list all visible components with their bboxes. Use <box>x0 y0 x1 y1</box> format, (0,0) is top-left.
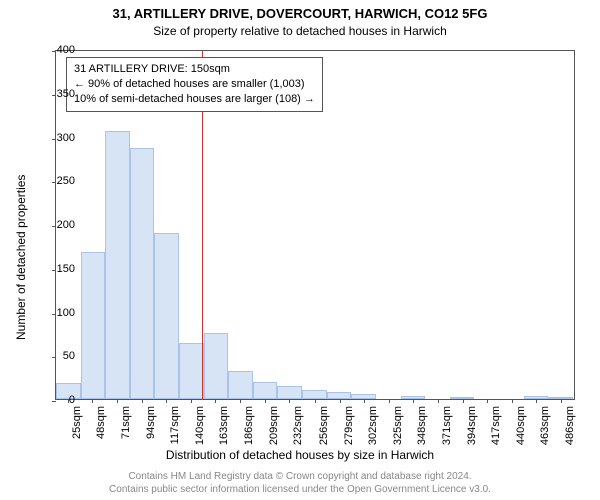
x-tick-label: 140sqm <box>194 406 206 445</box>
y-tick-mark <box>52 95 56 96</box>
x-tick-mark <box>92 399 93 403</box>
y-tick-mark <box>52 139 56 140</box>
x-tick-mark <box>487 399 488 403</box>
x-tick-label: 348sqm <box>416 406 428 445</box>
y-tick-mark <box>52 182 56 183</box>
y-tick-label: 300 <box>57 132 75 144</box>
y-tick-mark <box>52 314 56 315</box>
histogram-bar <box>327 392 352 399</box>
x-tick-label: 371sqm <box>441 406 453 445</box>
annotation-box: 31 ARTILLERY DRIVE: 150sqm← 90% of detac… <box>66 57 323 112</box>
annotation-line: ← 90% of detached houses are smaller (1,… <box>74 77 315 92</box>
footer-line-2: Contains public sector information licen… <box>0 483 600 496</box>
x-tick-label: 94sqm <box>145 406 157 439</box>
x-tick-mark <box>265 399 266 403</box>
x-tick-label: 186sqm <box>243 406 255 445</box>
x-tick-mark <box>117 399 118 403</box>
x-tick-mark <box>561 399 562 403</box>
footer-line-1: Contains HM Land Registry data © Crown c… <box>0 470 600 483</box>
x-tick-label: 440sqm <box>515 406 527 445</box>
histogram-bar <box>401 396 426 399</box>
y-tick-label: 200 <box>57 219 75 231</box>
x-tick-mark <box>413 399 414 403</box>
histogram-bar <box>450 397 475 399</box>
x-tick-label: 302sqm <box>367 406 379 445</box>
x-tick-label: 486sqm <box>564 406 576 445</box>
x-tick-mark <box>240 399 241 403</box>
x-tick-mark <box>438 399 439 403</box>
y-tick-mark <box>52 51 56 52</box>
page-title: 31, ARTILLERY DRIVE, DOVERCOURT, HARWICH… <box>0 6 600 21</box>
x-tick-label: 209sqm <box>268 406 280 445</box>
x-tick-label: 325sqm <box>392 406 404 445</box>
y-tick-label: 50 <box>63 350 75 362</box>
x-tick-mark <box>191 399 192 403</box>
x-tick-mark <box>536 399 537 403</box>
x-tick-mark <box>463 399 464 403</box>
histogram-bar <box>154 233 179 399</box>
x-tick-mark <box>142 399 143 403</box>
footer-credits: Contains HM Land Registry data © Crown c… <box>0 470 600 496</box>
histogram-bar <box>524 396 549 399</box>
histogram-bar <box>105 131 130 399</box>
y-tick-label: 350 <box>57 88 75 100</box>
x-tick-label: 71sqm <box>120 406 132 439</box>
x-tick-label: 232sqm <box>292 406 304 445</box>
y-tick-mark <box>52 401 56 402</box>
x-tick-label: 394sqm <box>466 406 478 445</box>
x-tick-label: 256sqm <box>318 406 330 445</box>
histogram-bar <box>548 397 573 399</box>
x-tick-label: 25sqm <box>71 406 83 439</box>
histogram-bar <box>302 390 327 399</box>
x-tick-label: 417sqm <box>490 406 502 445</box>
y-tick-label: 400 <box>57 44 75 56</box>
x-tick-mark <box>389 399 390 403</box>
y-axis-label: Number of detached properties <box>14 175 28 340</box>
page-subtitle: Size of property relative to detached ho… <box>0 24 600 38</box>
x-tick-label: 279sqm <box>343 406 355 445</box>
x-tick-label: 48sqm <box>95 406 107 439</box>
x-tick-mark <box>166 399 167 403</box>
y-tick-mark <box>52 270 56 271</box>
x-tick-mark <box>512 399 513 403</box>
histogram-bar <box>179 343 204 399</box>
y-tick-label: 250 <box>57 175 75 187</box>
x-tick-label: 163sqm <box>218 406 230 445</box>
y-tick-label: 100 <box>57 307 75 319</box>
histogram-bar <box>81 252 106 399</box>
histogram-bar <box>228 371 253 399</box>
y-tick-label: 150 <box>57 263 75 275</box>
y-tick-mark <box>52 357 56 358</box>
x-tick-mark <box>340 399 341 403</box>
x-tick-label: 117sqm <box>169 406 181 444</box>
annotation-line: 10% of semi-detached houses are larger (… <box>74 92 315 107</box>
annotation-line: 31 ARTILLERY DRIVE: 150sqm <box>74 62 315 77</box>
histogram-bar <box>253 382 278 400</box>
histogram-bar <box>277 386 302 399</box>
x-tick-label: 463sqm <box>539 406 551 445</box>
x-tick-mark <box>364 399 365 403</box>
histogram-bar <box>351 394 376 399</box>
x-tick-mark <box>215 399 216 403</box>
x-tick-mark <box>315 399 316 403</box>
histogram-bar <box>204 333 229 400</box>
histogram-bar <box>130 148 155 399</box>
y-tick-label: 0 <box>69 394 75 406</box>
x-axis-label: Distribution of detached houses by size … <box>0 448 600 462</box>
chart-plot-area: 31 ARTILLERY DRIVE: 150sqm← 90% of detac… <box>55 50 575 400</box>
y-tick-mark <box>52 226 56 227</box>
x-tick-mark <box>289 399 290 403</box>
